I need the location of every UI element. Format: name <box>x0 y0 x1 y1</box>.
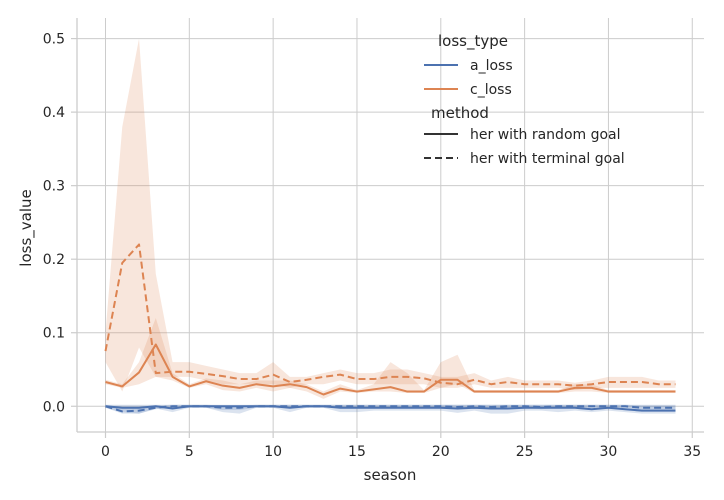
series-lines <box>104 243 676 413</box>
legend-label-c-loss: c_loss <box>470 82 512 98</box>
legend-style-title: method <box>431 104 489 122</box>
series-line-a-loss-terminal <box>105 405 676 413</box>
y-tick-label: 0.3 <box>43 179 65 195</box>
series-line-a-loss-random <box>105 405 676 412</box>
y-tick-label: 0.0 <box>43 399 65 415</box>
x-axis-label: season <box>364 466 417 484</box>
legend-label-terminal-goal: her with terminal goal <box>470 151 625 167</box>
x-tick-label: 20 <box>432 444 450 460</box>
legend-label-random-goal: her with random goal <box>470 127 621 143</box>
series-line-c-loss-terminal <box>104 243 676 387</box>
x-tick-label: 5 <box>185 444 194 460</box>
x-tick-label: 0 <box>101 444 110 460</box>
x-tick-label: 10 <box>264 444 282 460</box>
y-tick-label: 0.5 <box>43 32 65 48</box>
confidence-bands <box>105 38 676 414</box>
legend: loss_type a_loss c_loss method her with … <box>424 32 625 167</box>
legend-label-a-loss: a_loss <box>470 58 513 74</box>
grid <box>77 18 704 432</box>
y-tick-label: 0.1 <box>43 326 65 342</box>
x-tick-label: 30 <box>600 444 618 460</box>
x-tick-label: 35 <box>683 444 701 460</box>
x-axis-ticks: 0 5 10 15 20 25 30 35 <box>101 432 701 460</box>
series-line-c-loss-random <box>105 343 676 396</box>
y-axis-label: loss_value <box>17 189 36 266</box>
legend-hue-title: loss_type <box>438 32 508 51</box>
ci-band-c-loss-terminal <box>105 38 676 392</box>
y-axis-ticks: 0.0 0.1 0.2 0.3 0.4 0.5 <box>43 32 77 415</box>
x-tick-label: 15 <box>348 444 366 460</box>
y-tick-label: 0.2 <box>43 252 65 268</box>
axes <box>76 18 704 433</box>
x-tick-label: 25 <box>516 444 534 460</box>
y-tick-label: 0.4 <box>43 105 65 121</box>
